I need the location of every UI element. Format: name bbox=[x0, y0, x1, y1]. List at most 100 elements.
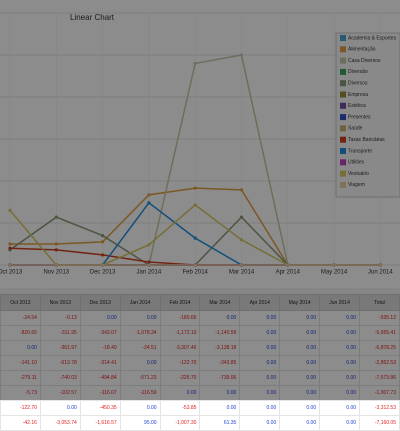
legend-label: Academia & Esportes bbox=[348, 35, 397, 41]
table-cell: 0.00 bbox=[39, 400, 81, 416]
table-cell: 0.00 bbox=[319, 400, 361, 416]
table-row: -279.11 -740.03 -494.84 -571.23 -225.70 -739.… bbox=[0, 370, 400, 386]
legend-label: Estética bbox=[348, 103, 366, 109]
legend-label: Vestuário bbox=[348, 171, 369, 177]
legend-swatch bbox=[340, 170, 346, 177]
legend-label: Saúde bbox=[348, 126, 363, 132]
column-header: May 2014 bbox=[279, 294, 321, 311]
x-tick-label: Jan 2014 bbox=[137, 270, 162, 276]
chart-title: Linear Chart bbox=[70, 13, 115, 22]
legend-swatch bbox=[340, 35, 346, 41]
point bbox=[193, 236, 197, 240]
legend-label: Diversos bbox=[348, 81, 368, 87]
legend-swatch bbox=[340, 181, 346, 188]
point bbox=[54, 215, 58, 219]
point bbox=[332, 263, 336, 267]
point bbox=[378, 263, 382, 267]
table-cell: -42.16 bbox=[0, 415, 41, 431]
column-header: Apr 2014 bbox=[239, 294, 281, 311]
table-cell: -450.35 bbox=[79, 400, 121, 416]
legend-swatch bbox=[340, 148, 346, 154]
legend-swatch bbox=[340, 159, 346, 166]
point bbox=[239, 215, 244, 219]
table-cell: 0.00 bbox=[119, 400, 161, 416]
table-cell: 95.00 bbox=[119, 415, 161, 431]
legend-label: Utilities bbox=[348, 160, 365, 166]
point bbox=[239, 238, 244, 242]
point bbox=[193, 203, 197, 207]
legend-label: Presentes bbox=[348, 114, 371, 120]
point bbox=[54, 242, 58, 246]
table-row: -820.65 -311.95 -343.07 -1,078.34 -1,172.10-… bbox=[0, 325, 400, 341]
column-header: Total bbox=[359, 294, 400, 311]
x-tick-label: Oct 2013 bbox=[0, 270, 23, 276]
table-row: -24.54 -0.13 0.00 0.00 -180.66 0.00 0.00 0.00 0.… bbox=[0, 310, 400, 326]
point bbox=[147, 193, 151, 197]
point bbox=[54, 248, 58, 252]
legend-label: Diversão bbox=[348, 69, 368, 75]
x-tick-label: Dec 2013 bbox=[90, 270, 116, 276]
point bbox=[193, 186, 197, 190]
point bbox=[54, 263, 58, 267]
point bbox=[239, 263, 244, 267]
table-cell: 0.00 bbox=[199, 400, 241, 416]
point bbox=[8, 246, 12, 250]
legend-label: Transporte bbox=[348, 148, 372, 154]
point bbox=[239, 53, 244, 57]
point bbox=[193, 61, 197, 65]
table-cell: -3,053.74 bbox=[39, 415, 81, 431]
column-header: Feb 2014 bbox=[159, 294, 201, 311]
table-row: -122.70 0.00 -450.35 0.00 -53.85 0.00 0.00 0.00… bbox=[0, 400, 400, 416]
legend-swatch bbox=[340, 80, 346, 87]
legend-label: Empresa bbox=[348, 92, 368, 98]
legend-swatch bbox=[340, 136, 346, 143]
table-cell: -5,655.41 bbox=[359, 325, 400, 341]
point bbox=[101, 253, 105, 257]
x-tick-label: Jun 2014 bbox=[368, 270, 393, 276]
legend-swatch bbox=[340, 102, 346, 109]
table-cell: 0.00 bbox=[319, 415, 361, 431]
point bbox=[286, 263, 290, 267]
table-cell: -1,616.57 bbox=[79, 415, 121, 431]
table-cell: -3,312.53 bbox=[359, 400, 400, 416]
point bbox=[147, 243, 151, 247]
legend-swatch bbox=[340, 114, 346, 121]
table-cell: 61.35 bbox=[199, 415, 241, 431]
table-cell: 0.00 bbox=[239, 415, 281, 431]
point bbox=[8, 263, 12, 267]
point bbox=[239, 188, 244, 192]
legend-label: Taxas Bancárias bbox=[348, 137, 385, 143]
point bbox=[8, 208, 12, 212]
table-cell: 0.00 bbox=[279, 415, 321, 431]
legend-label: Casa Diversos bbox=[348, 58, 381, 64]
table-cell: 0.00 bbox=[279, 400, 321, 416]
point bbox=[193, 263, 197, 267]
point bbox=[8, 242, 12, 246]
modal-overlay bbox=[0, 0, 400, 400]
table-row: -42.16 -3,053.74 -1,616.57 95.00 -1,007.30 61… bbox=[0, 415, 400, 431]
point bbox=[147, 263, 151, 267]
table-cell: -53.85 bbox=[159, 400, 201, 416]
point bbox=[101, 240, 105, 244]
x-tick-label: Apr 2014 bbox=[276, 270, 301, 276]
x-tick-label: Feb 2014 bbox=[183, 270, 209, 276]
legend-swatch bbox=[340, 57, 346, 64]
legend-label: Alimentação bbox=[348, 47, 376, 53]
chart-background bbox=[0, 0, 400, 288]
x-tick-label: Nov 2013 bbox=[43, 270, 69, 276]
x-tick-label: May 2014 bbox=[321, 270, 348, 276]
column-header: Dec 2013 bbox=[79, 294, 121, 311]
legend-swatch bbox=[340, 91, 346, 98]
legend-swatch bbox=[340, 46, 346, 53]
chart: Linear Chart Oct 2013 Nov 2013 Dec 2013 Jan… bbox=[0, 0, 400, 288]
x-tick-label: Mar 2014 bbox=[229, 270, 255, 276]
legend-box bbox=[335, 32, 400, 198]
point bbox=[101, 263, 105, 267]
table-cell: -1,007.30 bbox=[159, 415, 201, 431]
table-cell: -7,160.05 bbox=[359, 415, 400, 431]
legend-swatch bbox=[340, 68, 346, 75]
point bbox=[147, 201, 151, 205]
table-cell: 0.00 bbox=[239, 400, 281, 416]
legend-label: Viagem bbox=[348, 182, 365, 188]
